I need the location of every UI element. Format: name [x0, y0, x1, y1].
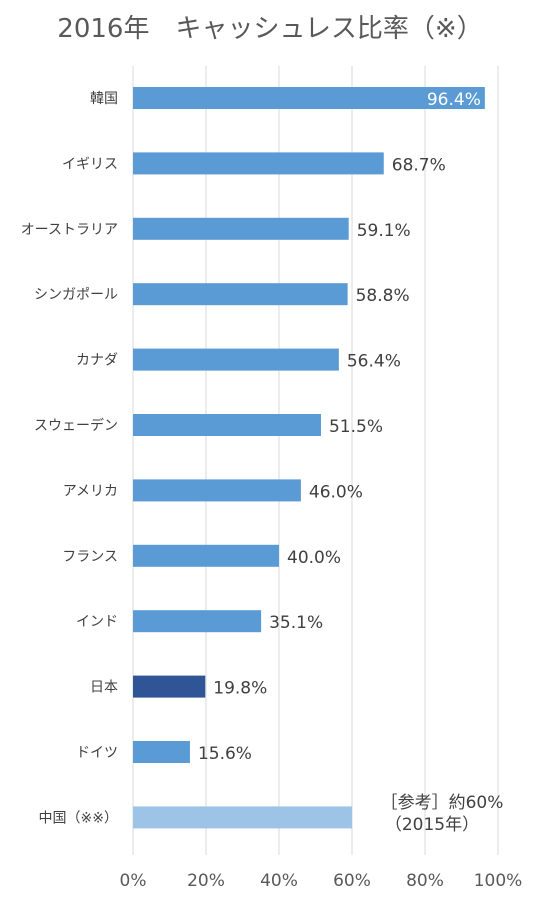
- category-label: 日本: [90, 680, 118, 696]
- value-label: 19.8%: [213, 679, 267, 699]
- bar: [133, 741, 190, 763]
- bar: [133, 544, 279, 567]
- chart-title: 2016年 キャッシュレス比率（※）: [57, 14, 483, 44]
- value-label: 56.4%: [347, 352, 401, 372]
- bar: [133, 806, 352, 829]
- x-tick-label: 0%: [120, 871, 147, 891]
- bar: [133, 152, 384, 175]
- value-label: 46.0%: [309, 482, 363, 502]
- x-tick-labels: 0% 20% 40% 60% 80% 100%: [120, 871, 523, 891]
- category-label: シンガポール: [34, 287, 118, 303]
- x-tick-label: 60%: [333, 871, 371, 891]
- bar: [133, 348, 339, 371]
- category-label: 中国（※※）: [39, 810, 118, 826]
- value-labels: 96.4% 68.7% 59.1% 58.8% 56.4% 51.5% 46.0% 40.0%…: [198, 90, 481, 764]
- category-label: スウェーデン: [34, 417, 118, 434]
- category-label: オーストラリア: [21, 222, 118, 238]
- gridlines: [132, 66, 499, 855]
- category-label: ドイツ: [76, 745, 118, 761]
- category-label: フランス: [62, 549, 118, 565]
- bar: [133, 675, 206, 698]
- category-label: カナダ: [76, 353, 118, 369]
- bar: [133, 610, 262, 633]
- category-label: インド: [76, 614, 118, 630]
- value-label: 68.7%: [392, 155, 446, 175]
- bar: [133, 414, 321, 436]
- bar: [133, 283, 348, 306]
- value-label: 58.8%: [356, 286, 410, 306]
- value-label: 15.6%: [198, 744, 252, 764]
- category-label: イギリス: [62, 156, 118, 172]
- x-tick-label: 40%: [260, 871, 298, 891]
- value-label: 51.5%: [329, 417, 383, 437]
- category-label: アメリカ: [63, 483, 118, 499]
- bar: [133, 479, 301, 502]
- x-tick-label: 100%: [474, 871, 523, 891]
- annotation-line1: ［参考］約60%: [381, 793, 504, 813]
- value-label: 40.0%: [287, 548, 341, 568]
- value-label: 59.1%: [357, 221, 411, 241]
- annotation-line2: （2015年）: [385, 815, 479, 835]
- x-tick-label: 20%: [187, 871, 225, 891]
- value-label: 35.1%: [269, 613, 323, 633]
- value-label: 96.4%: [427, 90, 481, 110]
- x-tick-label: 80%: [406, 871, 444, 891]
- category-labels: 韓国イギリスオーストラリアシンガポールカナダスウェーデンアメリカフランスインド日…: [21, 91, 118, 826]
- bars: [133, 87, 485, 829]
- category-label: 韓国: [90, 91, 118, 107]
- bar: [133, 217, 349, 240]
- bar: [133, 87, 485, 109]
